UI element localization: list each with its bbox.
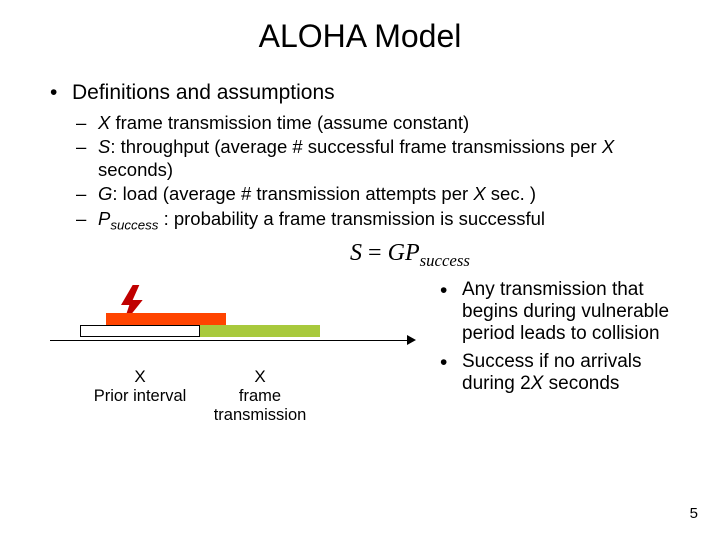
def-g: G: load (average # transmission attempts… [76, 182, 690, 205]
def-s-var: S [98, 136, 110, 157]
lower-zone: X X Prior interval frame transmission An… [30, 273, 690, 425]
eq-equals: = [362, 240, 388, 266]
page-number: 5 [690, 505, 698, 522]
notes-column: Any transmission that begins during vuln… [430, 273, 690, 401]
diagram-column: X X Prior interval frame transmission [30, 273, 430, 425]
def-s-x: X [602, 136, 614, 157]
def-x: X frame transmission time (assume consta… [76, 111, 690, 134]
def-g-text1: : load (average # transmission attempts … [112, 183, 473, 204]
content-area: Definitions and assumptions X frame tran… [0, 65, 720, 425]
eq-p-sub: success [420, 251, 470, 270]
def-x-var: X [98, 112, 110, 133]
equation: S = GPsuccess [130, 240, 690, 271]
caption-prior: Prior interval [80, 387, 200, 425]
def-x-text: frame transmission time (assume constant… [110, 112, 469, 133]
definitions-list: X frame transmission time (assume consta… [76, 111, 690, 234]
time-axis [50, 340, 410, 341]
note-success: Success if no arrivals during 2X seconds [440, 351, 690, 395]
def-p-sub: success [110, 217, 158, 232]
note-success-x: X [531, 373, 544, 394]
def-s: S: throughput (average # successful fram… [76, 135, 690, 181]
caption-frame-l1: frame [239, 387, 281, 405]
note-success-b: seconds [543, 373, 619, 394]
def-s-text2: seconds) [98, 159, 173, 180]
caption-frame: frame transmission [200, 387, 320, 425]
x-label-1: X [80, 367, 200, 387]
def-s-text1: : throughput (average # successful frame… [110, 136, 602, 157]
collision-diagram [50, 277, 420, 367]
x-labels-row: X X [50, 367, 430, 387]
def-p: Psuccess : probability a frame transmiss… [76, 207, 690, 234]
arrow-icon [407, 335, 416, 345]
eq-s: S [350, 240, 362, 266]
def-p-text: : probability a frame transmission is su… [158, 208, 545, 229]
caption-frame-l2: transmission [214, 406, 307, 424]
main-bullet: Definitions and assumptions [50, 81, 690, 105]
slide-title: ALOHA Model [0, 0, 720, 65]
def-p-var: P [98, 208, 110, 229]
caption-row: Prior interval frame transmission [50, 387, 430, 425]
def-g-var: G [98, 183, 112, 204]
eq-p: P [405, 240, 420, 266]
green-bar [200, 325, 320, 337]
note-collision: Any transmission that begins during vuln… [440, 279, 690, 345]
white-bar [80, 325, 200, 337]
x-label-2: X [200, 367, 320, 387]
def-g-text2: sec. ) [486, 183, 536, 204]
eq-g: G [388, 240, 405, 266]
red-bar [106, 313, 226, 325]
def-g-x: X [473, 183, 485, 204]
